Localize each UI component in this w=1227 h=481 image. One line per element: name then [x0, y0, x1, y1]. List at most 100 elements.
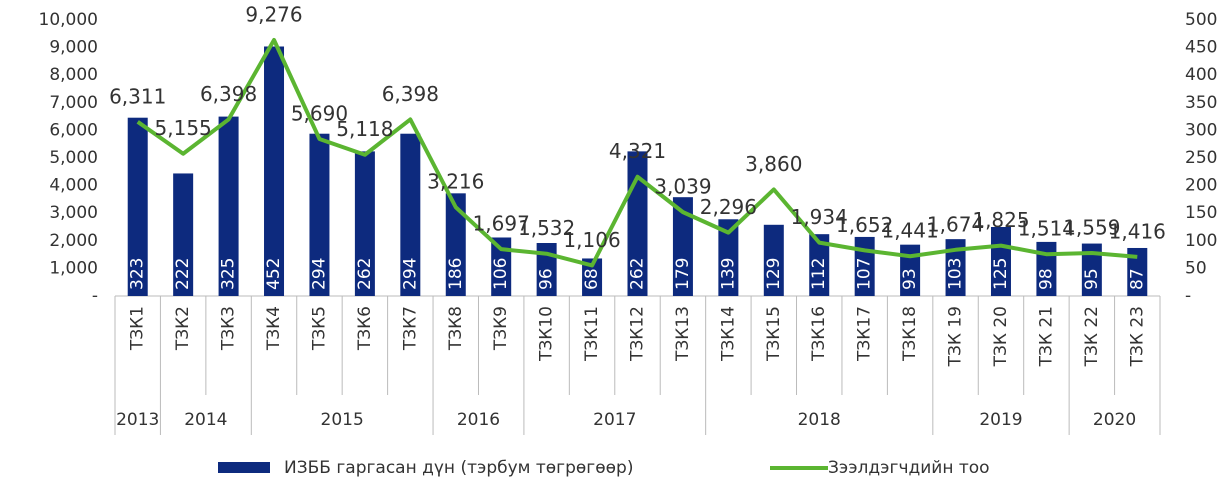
x-tick-label: ТЗК4	[264, 306, 284, 351]
bar-value-label: 323	[128, 258, 148, 290]
line-value-label: 1,441	[881, 219, 938, 243]
bar-value-label: 452	[264, 258, 284, 290]
bar	[582, 258, 603, 296]
bar-value-label: 95	[1082, 268, 1102, 290]
bar-value-label: 222	[173, 258, 193, 290]
y-tick-label: 4,000	[49, 176, 98, 196]
x-tick-label: ТЗК12	[628, 306, 648, 362]
group-label: 2019	[979, 410, 1022, 430]
bar-value-label: 325	[219, 258, 239, 290]
x-tick-label: ТЗК 21	[1036, 306, 1056, 367]
line-value-label: 6,398	[200, 82, 257, 106]
bar	[1081, 243, 1102, 296]
line-value-label: 6,398	[382, 82, 439, 106]
x-tick-label: ТЗК 22	[1082, 306, 1102, 367]
y-tick-label: 8,000	[49, 65, 98, 85]
x-tick-label: ТЗК14	[718, 306, 738, 362]
line-value-label: 1,825	[972, 208, 1029, 232]
legend-label: Зээлдэгчдийн тоо	[828, 458, 990, 478]
x-tick-label: ТЗК8	[446, 306, 466, 351]
y-tick-label: 10,000	[39, 10, 98, 30]
line-value-label: 6,311	[109, 84, 166, 108]
y2-tick-label: -	[1185, 286, 1191, 306]
line-value-label: 1,934	[791, 205, 848, 229]
bar-value-label: 107	[855, 258, 875, 290]
bar-value-label: 129	[764, 258, 784, 290]
group-label: 2016	[457, 410, 500, 430]
bar	[763, 224, 784, 296]
bar	[127, 117, 148, 296]
group-label: 2018	[798, 410, 841, 430]
line-value-label: 1,514	[1018, 217, 1075, 241]
x-tick-label: ТЗК 23	[1127, 306, 1147, 367]
y2-tick-label: 100	[1185, 231, 1217, 251]
bar-value-label: 93	[900, 268, 920, 290]
y-tick-label: 6,000	[49, 120, 98, 140]
line-value-label: 1,559	[1063, 215, 1120, 239]
line-value-label: 1,652	[836, 213, 893, 237]
bar-value-label: 103	[946, 258, 966, 290]
x-tick-label: ТЗК11	[582, 306, 602, 362]
line-value-label: 1,532	[518, 216, 575, 240]
y2-tick-label: 500	[1185, 10, 1217, 30]
x-tick-label: ТЗК 20	[991, 306, 1011, 367]
bar-value-label: 68	[582, 268, 602, 290]
y-tick-label: 5,000	[49, 148, 98, 168]
y-tick-label: 1,000	[49, 258, 98, 278]
y2-tick-label: 50	[1185, 258, 1207, 278]
y2-tick-label: 300	[1185, 120, 1217, 140]
bar-value-label: 262	[355, 258, 375, 290]
x-tick-label: ТЗК15	[764, 306, 784, 362]
y2-tick-label: 450	[1185, 38, 1217, 58]
bar	[945, 239, 966, 296]
x-tick-label: ТЗК5	[309, 306, 329, 351]
legend-label: ИЗББ гаргасан дүн (тэрбум төгрөгөөр)	[284, 458, 633, 478]
bar-value-label: 139	[718, 258, 738, 290]
bar	[264, 46, 285, 296]
group-label: 2017	[593, 410, 636, 430]
line-value-label: 3,860	[745, 152, 802, 176]
y-tick-label: 3,000	[49, 203, 98, 223]
x-tick-label: ТЗК16	[809, 306, 829, 362]
y2-tick-label: 200	[1185, 176, 1217, 196]
bar	[400, 133, 421, 296]
group-label: 2020	[1093, 410, 1136, 430]
x-tick-label: ТЗК1	[128, 306, 148, 351]
bar-value-label: 294	[309, 258, 329, 290]
bar	[445, 193, 466, 296]
line-value-label: 1,106	[563, 228, 620, 252]
bar-value-label: 294	[400, 258, 420, 290]
group-label: 2013	[116, 410, 159, 430]
line-value-label: 1,416	[1109, 219, 1166, 243]
bar-value-label: 125	[991, 258, 1011, 290]
bar-value-label: 262	[628, 258, 648, 290]
legend-swatch	[218, 462, 270, 473]
x-tick-label: ТЗК6	[355, 306, 375, 351]
y2-tick-label: 350	[1185, 93, 1217, 113]
line-value-label: 5,118	[336, 117, 393, 141]
y2-tick-label: 400	[1185, 65, 1217, 85]
bar	[1127, 247, 1148, 296]
group-label: 2014	[184, 410, 227, 430]
bar-value-label: 98	[1036, 268, 1056, 290]
x-tick-label: ТЗК 19	[946, 306, 966, 367]
line-value-label: 4,321	[609, 139, 666, 163]
x-tick-label: ТЗК10	[537, 306, 557, 362]
line-value-label: 3,216	[427, 170, 484, 194]
y2-tick-label: 150	[1185, 203, 1217, 223]
line-value-label: 5,155	[155, 116, 212, 140]
line-value-label: 3,039	[654, 175, 711, 199]
x-tick-label: ТЗК7	[400, 306, 420, 351]
line-value-label: 5,690	[291, 101, 348, 125]
bar	[309, 133, 330, 296]
bar	[354, 151, 375, 296]
bar-value-label: 87	[1127, 268, 1147, 290]
bar	[672, 197, 693, 296]
bar	[218, 116, 239, 296]
line-value-label: 2,296	[700, 195, 757, 219]
x-tick-label: ТЗК13	[673, 306, 693, 362]
x-tick-label: ТЗК9	[491, 306, 511, 351]
y-tick-label: 7,000	[49, 93, 98, 113]
bar-value-label: 106	[491, 258, 511, 290]
